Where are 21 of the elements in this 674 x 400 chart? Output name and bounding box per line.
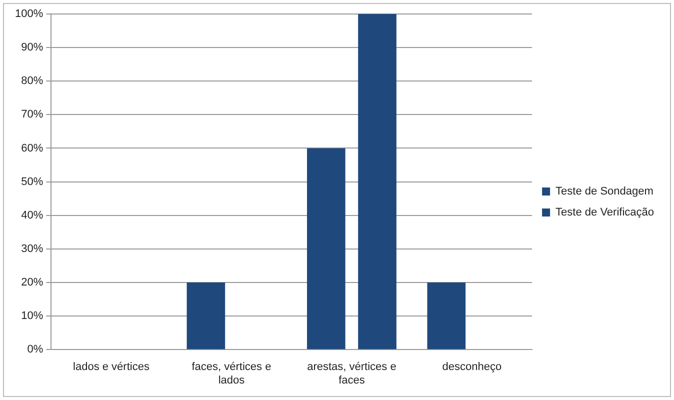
x-tick-label: arestas, vértices e faces — [307, 361, 396, 386]
y-tick-label: 20% — [21, 276, 44, 289]
y-tick-label: 70% — [21, 108, 44, 121]
y-tick-label: 80% — [21, 75, 44, 88]
bar — [186, 282, 226, 350]
legend-label: Teste de Verificação — [556, 206, 654, 219]
y-tick-label: 90% — [21, 42, 44, 54]
bar — [307, 148, 346, 350]
bar — [427, 282, 466, 350]
x-tick-label: lados e vértices — [73, 361, 150, 374]
y-tick-label: 0% — [27, 344, 44, 356]
y-tick-label: 100% — [14, 8, 44, 20]
y-tick-label: 40% — [21, 209, 44, 222]
y-tick-label: 30% — [21, 242, 44, 255]
y-tick-label: 50% — [21, 176, 44, 188]
y-tick-label: 60% — [21, 142, 44, 154]
bar — [358, 14, 396, 350]
x-tick-label: faces, vértices e lados — [192, 361, 272, 386]
legend-label: Teste de Sondagem — [556, 186, 654, 198]
x-tick-label: desconheço — [442, 361, 502, 374]
y-tick-label: 10% — [21, 310, 44, 322]
